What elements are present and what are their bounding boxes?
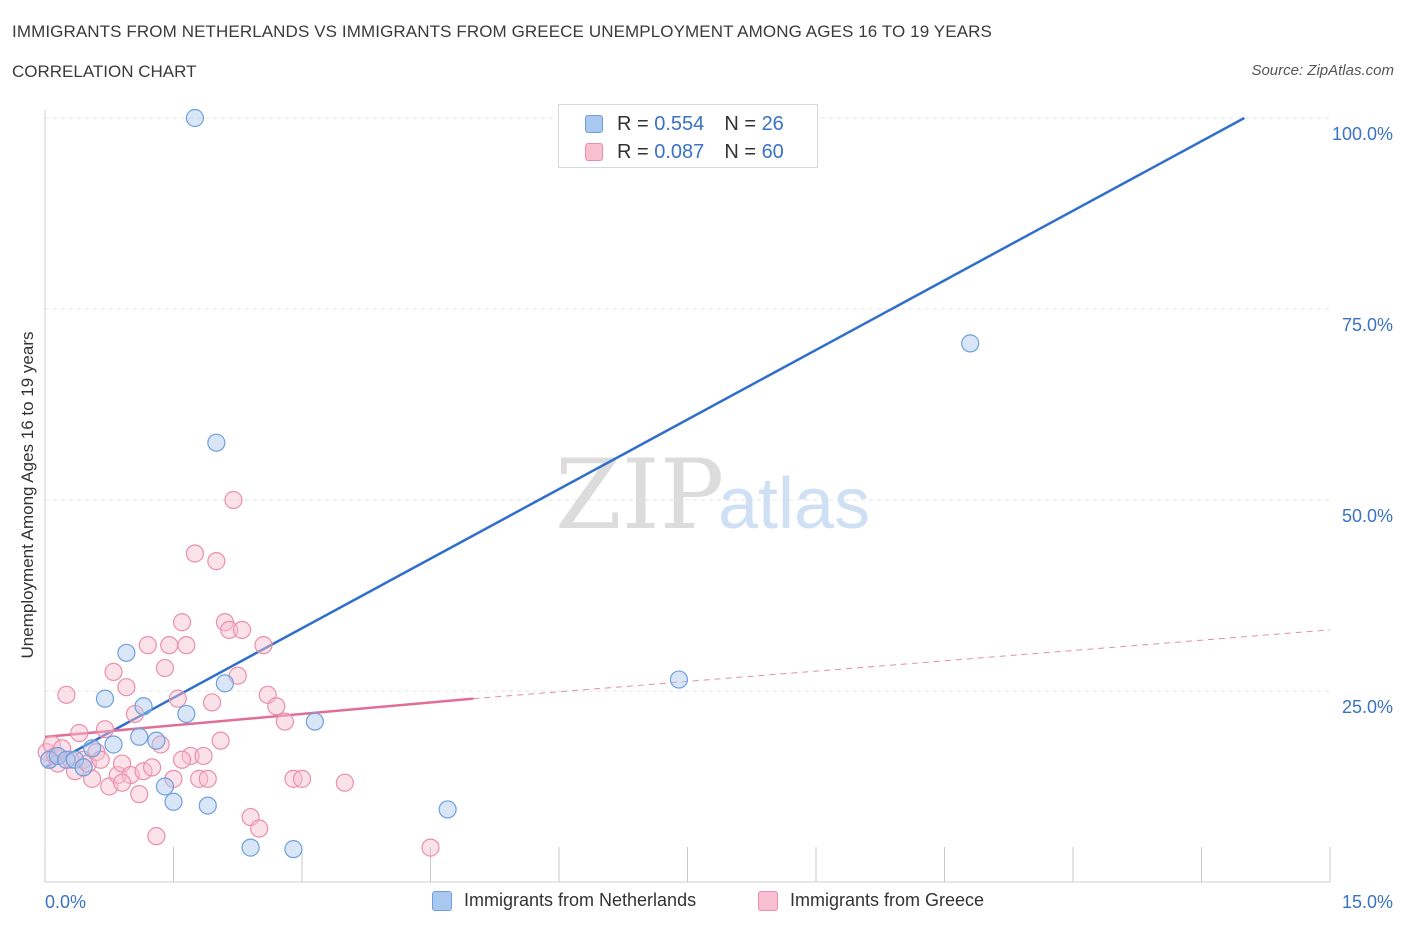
chart-subtitle: CORRELATION CHART [12,62,197,81]
data-point-netherlands [438,800,457,819]
y-tick-label: 50.0% [1342,506,1393,526]
data-point-greece [168,689,187,708]
bottom-legend-label: Immigrants from Netherlands [464,890,697,910]
data-point-greece [198,769,217,788]
data-point-netherlands [130,727,149,746]
data-point-greece [172,750,192,769]
data-point-netherlands [164,792,183,811]
data-point-netherlands [185,108,205,128]
data-point-greece [275,712,294,731]
data-point-greece [220,620,239,639]
data-point-greece [160,636,179,655]
data-point-greece [134,762,153,781]
data-point-netherlands [117,643,136,662]
data-point-netherlands [241,838,260,857]
data-point-greece [57,685,76,704]
legend-n-value: 60 [761,140,784,163]
data-point-netherlands [177,704,196,724]
legend-n-value: 26 [761,112,784,135]
source-label: Source: ZipAtlas.com [1251,62,1394,79]
legend-row-netherlands: R = 0.554 N = 26 [585,112,784,136]
legend-r-value: 0.087 [654,140,705,163]
data-point-netherlands [83,739,102,758]
legend-r-label: R = [617,140,649,163]
data-point-netherlands [95,689,115,708]
axes [44,110,1331,883]
trend-lines [44,116,1331,769]
data-point-greece [335,773,354,792]
data-point-greece [181,746,200,766]
data-point-greece [95,720,115,739]
trend-line-0 [44,116,1245,769]
legend-swatch-greece [585,143,603,161]
legend-r-value: 0.554 [654,112,705,135]
data-point-netherlands [284,840,303,859]
data-point-greece [177,636,196,655]
data-point-netherlands [134,697,153,716]
trend-line-1 [44,697,474,739]
bottom-legend-label: Immigrants from Greece [790,890,985,910]
y-axis-label: Unemployment Among Ages 16 to 19 years [18,331,37,659]
data-point-greece [202,693,222,712]
data-point-greece [254,636,273,655]
y-tick-label: 75.0% [1342,315,1393,335]
data-point-greece [421,838,440,857]
data-point-greece [117,678,136,697]
x-tick-label: 15.0% [1342,892,1393,912]
legend-r-label: R = [617,112,649,135]
data-point-greece [185,544,205,563]
legend-swatch-netherlands [585,115,603,133]
tick-labels: 25.0% 50.0% 75.0% 100.0% 0.0% 15.0% [45,124,1393,912]
data-point-netherlands [198,796,217,815]
bottom-legend-swatch-greece [758,890,778,911]
legend-n-label: N = [724,112,756,135]
legend-n-label: N = [724,140,756,163]
data-point-greece [112,773,132,792]
chart-title: IMMIGRANTS FROM NETHERLANDS VS IMMIGRANT… [12,22,992,41]
data-point-netherlands [669,670,689,689]
data-point-netherlands [104,735,123,754]
grid [45,117,1330,692]
y-tick-label: 100.0% [1332,124,1393,144]
data-point-netherlands [207,433,226,452]
legend: R = 0.554 N = 26 R = 0.087 N = 60 [558,104,818,168]
data-point-greece [138,636,157,655]
data-point-netherlands [215,674,234,693]
legend-row-greece: R = 0.087 N = 60 [585,140,784,164]
data-point-netherlands [48,746,67,766]
watermark-zip: ZIP [555,439,724,551]
data-point-netherlands [74,758,93,777]
data-point-greece [292,769,312,788]
data-point-greece [155,658,175,678]
bottom-legend-greece: Immigrants from Greece [758,890,984,911]
data-point-greece [250,819,269,838]
data-point-greece [267,697,286,716]
data-point-greece [232,620,252,639]
data-point-greece [211,731,230,750]
data-point-greece [207,552,226,571]
data-point-netherlands [961,334,980,353]
x-tick-label: 0.0% [45,892,86,912]
trend-line-extension-1 [473,629,1331,700]
data-point-greece [70,723,89,743]
bottom-legend-swatch-netherlands [432,890,452,911]
data-point-greece [104,662,123,682]
data-point-netherlands [155,777,175,796]
data-point-netherlands [147,731,166,750]
data-point-greece [224,490,243,510]
data-point-greece [42,735,61,754]
bottom-legend-netherlands: Immigrants from Netherlands [432,890,696,911]
data-point-netherlands [305,712,324,731]
data-point-greece [194,746,213,766]
y-tick-label: 25.0% [1342,697,1393,717]
data-point-greece [142,758,162,777]
data-point-greece [147,827,166,846]
data-point-greece [130,785,149,804]
data-point-greece [172,613,192,632]
watermark-atlas: atlas [718,464,870,544]
